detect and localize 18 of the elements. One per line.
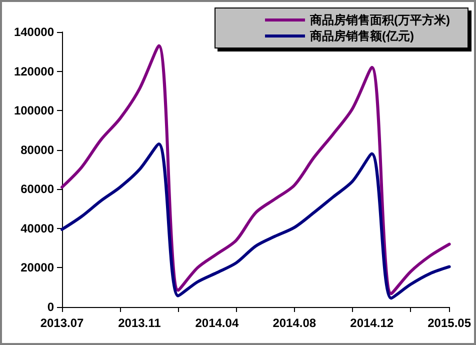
x-tick-label: 2013.11 (118, 316, 162, 330)
y-tick-label: 40000 (20, 221, 54, 236)
y-tick-label: 60000 (20, 182, 54, 196)
y-tick-label: 0 (47, 300, 54, 314)
y-tick-label: 100000 (14, 104, 54, 118)
legend-label: 商品房销售面积(万平方米) (309, 13, 450, 27)
x-tick-label: 2015.05 (428, 316, 472, 330)
line-series (60, 142, 451, 300)
y-tick-label: 120000 (14, 64, 54, 78)
y-tick-label: 80000 (20, 142, 54, 157)
x-tick-label: 2014.04 (195, 316, 239, 330)
x-tick-label: 2013.07 (40, 316, 84, 330)
line-series (60, 44, 451, 296)
legend-label: 商品房销售额(亿元) (309, 29, 414, 43)
y-tick-label: 20000 (20, 260, 54, 275)
x-tick-label: 2014.08 (272, 316, 316, 330)
x-tick-label: 2014.12 (350, 316, 394, 330)
y-tick-label: 140000 (14, 25, 54, 39)
